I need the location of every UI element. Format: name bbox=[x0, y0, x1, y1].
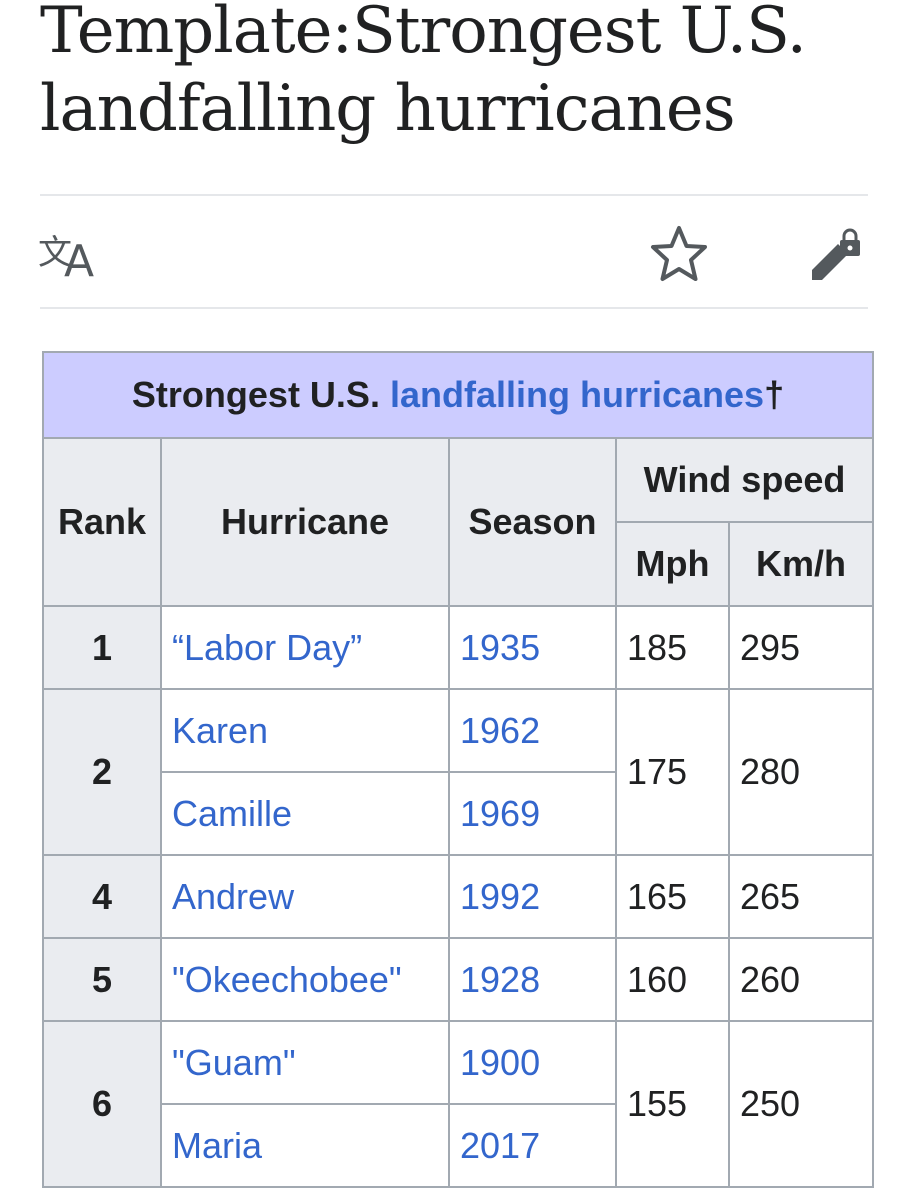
caption-dagger: † bbox=[764, 374, 785, 415]
hurricane-cell: "Okeechobee" bbox=[160, 937, 450, 1022]
mph-cell: 165 bbox=[615, 854, 730, 939]
season-cell: 1992 bbox=[448, 854, 617, 939]
header-season: Season bbox=[448, 437, 617, 607]
kmh-cell: 250 bbox=[727, 1020, 875, 1188]
table-row: 4 Andrew 1992 165 265 bbox=[42, 854, 875, 939]
rank-cell: 2 bbox=[42, 688, 162, 856]
header-hurricane: Hurricane bbox=[160, 437, 450, 607]
table-body: 1 “Labor Day” 1935 185 295 2 Karen 1962 175 280 Ca… bbox=[42, 605, 875, 1188]
kmh-cell: 260 bbox=[727, 937, 875, 1022]
table-row: 5 "Okeechobee" 1928 160 260 bbox=[42, 937, 875, 1022]
hurricane-link[interactable]: "Okeechobee" bbox=[172, 958, 402, 1000]
title-divider bbox=[40, 194, 868, 196]
hurricane-cell: “Labor Day” bbox=[160, 605, 450, 690]
season-cell: 1962 bbox=[448, 688, 617, 773]
season-link[interactable]: 1935 bbox=[460, 626, 541, 668]
hurricane-link[interactable]: Camille bbox=[172, 792, 293, 834]
hurricanes-table: Strongest U.S. landfalling hurricanes† R… bbox=[41, 351, 875, 1188]
mph-cell: 175 bbox=[615, 688, 730, 856]
season-link[interactable]: 1962 bbox=[460, 709, 541, 751]
hurricane-link[interactable]: “Labor Day” bbox=[172, 626, 363, 668]
season-link[interactable]: 1900 bbox=[460, 1041, 541, 1083]
hurricane-link[interactable]: Karen bbox=[172, 709, 269, 751]
toolbar-divider bbox=[40, 307, 868, 309]
season-cell: 1969 bbox=[448, 771, 617, 856]
rank-cell: 4 bbox=[42, 854, 162, 939]
edit-locked-icon[interactable] bbox=[808, 228, 868, 284]
header-mph: Mph bbox=[615, 521, 730, 607]
hurricane-cell: Andrew bbox=[160, 854, 450, 939]
hurricane-cell: Maria bbox=[160, 1103, 450, 1188]
season-link[interactable]: 1992 bbox=[460, 875, 541, 917]
hurricane-cell: "Guam" bbox=[160, 1020, 450, 1105]
mph-cell: 185 bbox=[615, 605, 730, 690]
kmh-cell: 265 bbox=[727, 854, 875, 939]
header-rank: Rank bbox=[42, 437, 162, 607]
season-cell: 1900 bbox=[448, 1020, 617, 1105]
mph-cell: 155 bbox=[615, 1020, 730, 1188]
table-row: 2 Karen 1962 175 280 bbox=[42, 688, 875, 856]
caption-link[interactable]: landfalling hurricanes bbox=[389, 374, 765, 415]
rank-cell: 5 bbox=[42, 937, 162, 1022]
star-icon[interactable] bbox=[648, 224, 710, 284]
season-cell: 1928 bbox=[448, 937, 617, 1022]
header-kmh: Km/h bbox=[727, 521, 875, 607]
hurricane-link[interactable]: "Guam" bbox=[172, 1041, 296, 1083]
hurricane-link[interactable]: Andrew bbox=[172, 875, 295, 917]
kmh-cell: 280 bbox=[727, 688, 875, 856]
hurricane-cell: Karen bbox=[160, 688, 450, 773]
season-link[interactable]: 1928 bbox=[460, 958, 541, 1000]
season-link[interactable]: 1969 bbox=[460, 792, 541, 834]
page-title: Template:Strongest U.S. landfalling hurr… bbox=[40, 0, 807, 146]
svg-text:A: A bbox=[64, 236, 94, 280]
header-wind-speed: Wind speed bbox=[614, 437, 875, 523]
rank-cell: 6 bbox=[42, 1020, 162, 1188]
kmh-cell: 295 bbox=[727, 605, 875, 690]
svg-text:文: 文 bbox=[38, 233, 72, 273]
season-link[interactable]: 2017 bbox=[460, 1124, 541, 1166]
hurricane-cell: Camille bbox=[160, 771, 450, 856]
table-row: Maria 2017 bbox=[43, 1103, 873, 1188]
mph-cell: 160 bbox=[615, 937, 730, 1022]
rank-cell: 1 bbox=[42, 605, 162, 690]
season-cell: 2017 bbox=[448, 1103, 617, 1188]
caption-prefix: Strongest U.S. bbox=[131, 374, 380, 415]
translate-icon[interactable]: 文 A bbox=[38, 228, 106, 280]
hurricane-link[interactable]: Maria bbox=[172, 1124, 263, 1166]
table-row: 6 "Guam" 1900 155 250 bbox=[42, 1020, 875, 1188]
season-cell: 1935 bbox=[448, 605, 617, 690]
table-caption: Strongest U.S. landfalling hurricanes† bbox=[41, 351, 875, 439]
table-row: 1 “Labor Day” 1935 185 295 bbox=[42, 605, 875, 690]
table-row: Camille 1969 bbox=[43, 771, 873, 856]
